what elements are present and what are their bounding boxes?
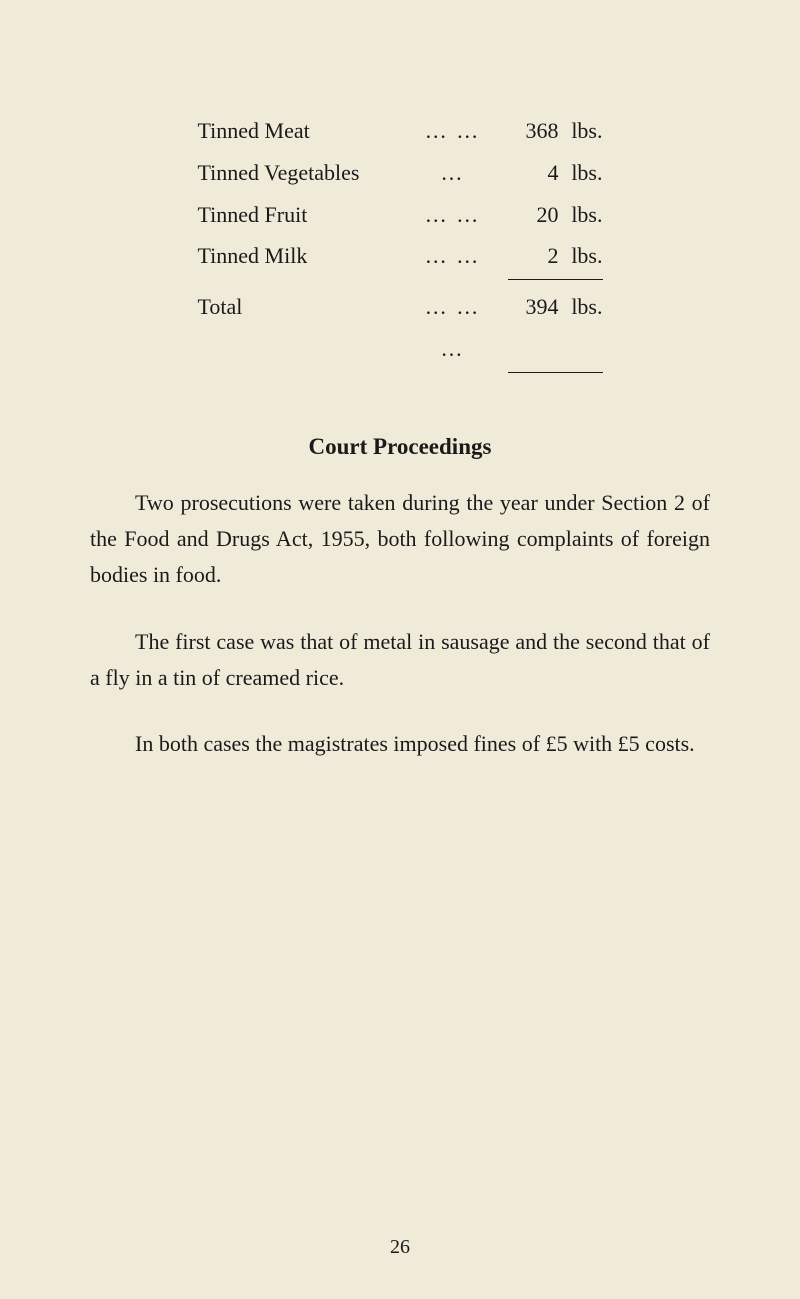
value-number: 368: [526, 110, 559, 152]
value-cell: 368 lbs.: [508, 110, 603, 152]
item-name: Tinned Fruit: [198, 194, 398, 236]
total-label: Total: [198, 286, 398, 328]
total-row: Total … … … 394 lbs.: [198, 286, 603, 370]
table-row: Tinned Fruit … … 20 lbs.: [198, 194, 603, 236]
rule-below-total: [198, 370, 603, 379]
value-number: 2: [548, 235, 559, 277]
item-name: Tinned Meat: [198, 110, 398, 152]
value-unit: lbs.: [565, 194, 603, 236]
rule-above-total: [198, 277, 603, 286]
section-heading: Court Proceedings: [90, 434, 710, 460]
paragraph: In both cases the magistrates imposed fi…: [90, 726, 710, 762]
value-unit: lbs.: [565, 235, 603, 277]
leader-dots: … … …: [418, 286, 488, 370]
value-unit: lbs.: [565, 286, 603, 328]
total-value: 394: [526, 286, 559, 328]
value-cell: 2 lbs.: [508, 235, 603, 277]
paragraph: Two prosecutions were taken during the y…: [90, 485, 710, 594]
table-row: Tinned Vegetables … 4 lbs.: [198, 152, 603, 194]
paragraph: The first case was that of metal in saus…: [90, 624, 710, 697]
leader-dots: … …: [418, 194, 488, 236]
value-unit: lbs.: [565, 152, 603, 194]
leader-dots: … …: [418, 110, 488, 152]
page-number: 26: [0, 1236, 800, 1259]
table-row: Tinned Milk … … 2 lbs.: [198, 235, 603, 277]
value-cell: 20 lbs.: [508, 194, 603, 236]
page-container: Tinned Meat … … 368 lbs. Tinned Vegetabl…: [0, 0, 800, 1299]
item-name: Tinned Milk: [198, 235, 398, 277]
value-cell: 4 lbs.: [508, 152, 603, 194]
value-number: 4: [548, 152, 559, 194]
value-unit: lbs.: [565, 110, 603, 152]
value-number: 20: [537, 194, 559, 236]
item-name: Tinned Vegetables: [198, 152, 398, 194]
leader-dots: … …: [418, 235, 488, 277]
table-row: Tinned Meat … … 368 lbs.: [198, 110, 603, 152]
leader-dots: …: [418, 152, 488, 194]
quantity-table: Tinned Meat … … 368 lbs. Tinned Vegetabl…: [198, 110, 603, 379]
value-cell: 394 lbs.: [508, 286, 603, 328]
